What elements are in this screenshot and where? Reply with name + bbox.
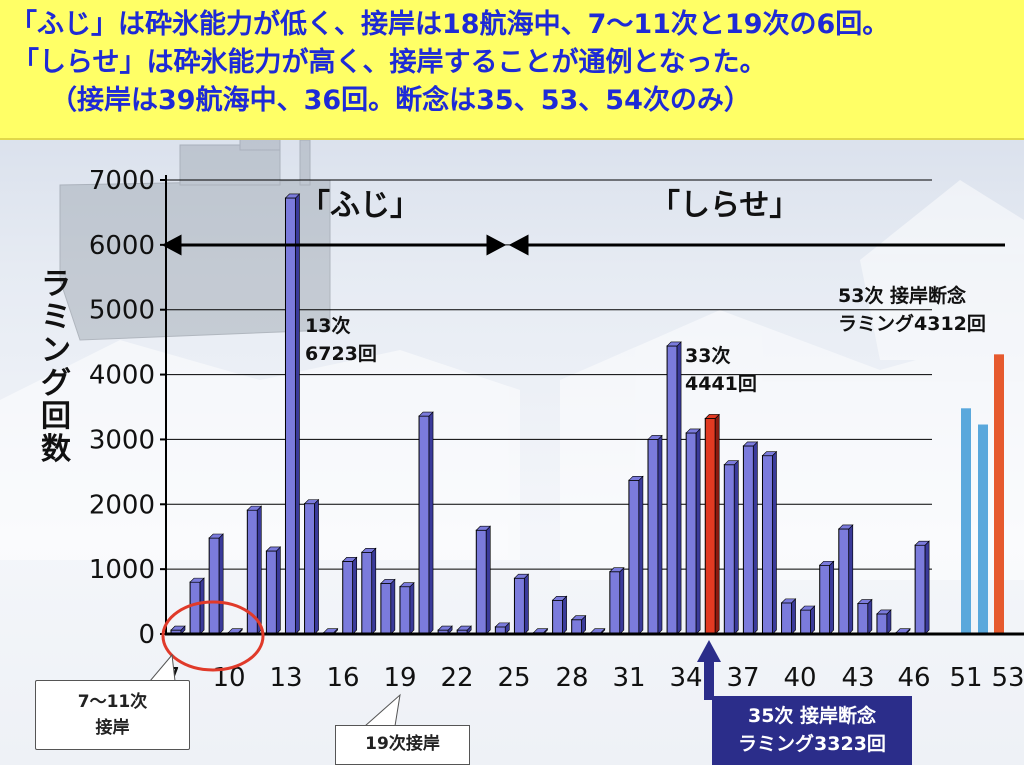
callout-7-11-line2: 接岸 bbox=[95, 718, 130, 738]
callout-35-abandon: 35次 接岸断念 ラミング3323回 bbox=[712, 696, 912, 765]
x-tick-label: 13 bbox=[269, 663, 302, 693]
bar-voyage-41 bbox=[818, 560, 835, 635]
y-tick-label: 2000 bbox=[89, 490, 155, 520]
callout-7-11-pointer bbox=[148, 653, 176, 682]
background-illustration bbox=[0, 140, 1024, 580]
bar-voyage-51-2 bbox=[978, 424, 988, 634]
y-tick-label: 3000 bbox=[89, 425, 155, 455]
x-tick-label: 53 bbox=[991, 663, 1024, 693]
y-axis-title-char: 回 bbox=[41, 399, 71, 434]
title-line-2: 「しらせ」は砕氷能力が高く、接岸することが通例となった。 bbox=[12, 47, 767, 78]
bar-voyage-28 bbox=[570, 615, 587, 635]
y-tick-label: 6000 bbox=[89, 231, 155, 261]
bar-voyage-17 bbox=[361, 547, 377, 635]
bar-voyage-31 bbox=[628, 475, 644, 635]
bar-voyage-53-1 bbox=[994, 354, 1004, 634]
x-axis-ticks: 7101316192225283134374043465153 bbox=[164, 663, 1024, 693]
callout-7-11-line1: 7～11次 bbox=[77, 692, 148, 712]
y-axis-title-char: ン bbox=[41, 333, 71, 368]
bar-voyage-32 bbox=[647, 434, 663, 635]
annotation-33-count: 33次 bbox=[685, 344, 730, 367]
shirase-label: 「しらせ」 bbox=[650, 188, 799, 223]
shirase-era-arrow bbox=[508, 234, 1005, 256]
y-axis-title-char: ラ bbox=[41, 267, 71, 302]
title-line-1: 「ふじ」は砕氷能力が低く、接岸は18航海中、7～11次と19次の6回。 bbox=[10, 9, 890, 40]
y-axis-title-char: ミ bbox=[41, 300, 71, 335]
annotation-13-count: 13次 bbox=[305, 314, 350, 337]
y-axis-title-char: グ bbox=[41, 366, 71, 401]
x-tick-label: 28 bbox=[555, 663, 588, 693]
bar-voyage-42 bbox=[838, 524, 854, 635]
x-tick-label: 40 bbox=[783, 663, 816, 693]
bar-voyage-12 bbox=[265, 546, 282, 635]
x-tick-label: 22 bbox=[440, 663, 473, 693]
x-tick-label: 51 bbox=[949, 663, 982, 693]
bar-voyage-7 bbox=[170, 625, 186, 635]
x-tick-label: 19 bbox=[383, 663, 416, 693]
bar-voyage-13 bbox=[284, 193, 301, 635]
bar-voyage-33 bbox=[666, 341, 682, 635]
bar-voyage-23 bbox=[475, 525, 492, 635]
title-line-3: （接岸は39航海中、36回。断念は35、53、54次のみ） bbox=[50, 85, 751, 116]
callout-19-pointer bbox=[363, 693, 401, 727]
bar-voyage-20 bbox=[418, 411, 434, 635]
x-tick-label: 25 bbox=[497, 663, 530, 693]
annotation-53-title: 53次 接岸断念 bbox=[838, 284, 966, 307]
callout-35-line2: ラミング3323回 bbox=[738, 733, 886, 755]
bar-voyage-30 bbox=[609, 567, 625, 635]
y-axis-title: ラ ミ ン グ 回 数 bbox=[38, 268, 74, 466]
title-banner: 「ふじ」は砕氷能力が低く、接岸は18航海中、7～11次と19次の6回。 「しらせ… bbox=[0, 0, 1024, 140]
x-tick-label: 34 bbox=[669, 663, 702, 693]
bar-voyage-25 bbox=[513, 573, 530, 635]
bar-voyage-46 bbox=[914, 540, 930, 635]
callout-35-line1: 35次 接岸断念 bbox=[747, 705, 877, 727]
bar-voyage-40 bbox=[799, 605, 816, 635]
icebreaker-ship-image bbox=[59, 140, 331, 341]
bar-voyage-9 bbox=[208, 533, 224, 635]
annotation-53-value: ラミング4312回 bbox=[838, 312, 986, 335]
callout-19-berthing: 19次接岸 bbox=[335, 725, 470, 765]
bar-voyage-37 bbox=[742, 441, 759, 635]
y-axis-ticks: 0 1000 2000 3000 4000 5000 6000 7000 bbox=[89, 166, 167, 650]
bar-voyage-39 bbox=[780, 598, 797, 635]
x-tick-label: 46 bbox=[897, 663, 930, 693]
bar-voyage-44 bbox=[876, 609, 892, 635]
fuji-era-arrow bbox=[161, 234, 507, 256]
x-tick-label: 43 bbox=[841, 663, 874, 693]
bar-voyage-38 bbox=[761, 450, 778, 635]
bar-voyage-24 bbox=[494, 622, 511, 635]
bar-voyage-36 bbox=[723, 459, 740, 635]
y-axis-title-char: 数 bbox=[41, 432, 71, 467]
grid-lines bbox=[165, 179, 932, 570]
callout-35-arrow bbox=[697, 640, 721, 700]
y-tick-label: 7000 bbox=[89, 166, 155, 196]
bars bbox=[170, 193, 1004, 636]
annotation-33-value: 4441回 bbox=[685, 373, 757, 395]
bar-voyage-27 bbox=[551, 595, 568, 635]
voyages-7-11-highlight-circle bbox=[161, 600, 265, 672]
bar-voyage-8 bbox=[189, 577, 205, 635]
bar-voyage-34 bbox=[685, 428, 701, 635]
x-tick-label: 16 bbox=[326, 663, 359, 693]
fuji-label: 「ふじ」 bbox=[300, 188, 420, 223]
bar-voyage-19 bbox=[399, 581, 415, 635]
y-tick-label: 4000 bbox=[89, 361, 155, 391]
y-tick-label: 1000 bbox=[89, 555, 155, 585]
annotation-13-value: 6723回 bbox=[305, 343, 377, 365]
callout-7-11-berthing: 7～11次 接岸 bbox=[35, 680, 190, 750]
y-tick-label: 0 bbox=[138, 620, 155, 650]
y-tick-label: 5000 bbox=[89, 296, 155, 326]
bar-voyage-16 bbox=[341, 556, 358, 635]
bar-voyage-35 bbox=[704, 413, 720, 635]
x-tick-label: 31 bbox=[612, 663, 645, 693]
bar-voyage-18 bbox=[380, 578, 396, 635]
x-tick-label: 37 bbox=[726, 663, 759, 693]
bar-voyage-43 bbox=[857, 598, 873, 635]
bar-voyage-14 bbox=[303, 498, 320, 635]
bar-voyage-51-1 bbox=[961, 408, 971, 634]
